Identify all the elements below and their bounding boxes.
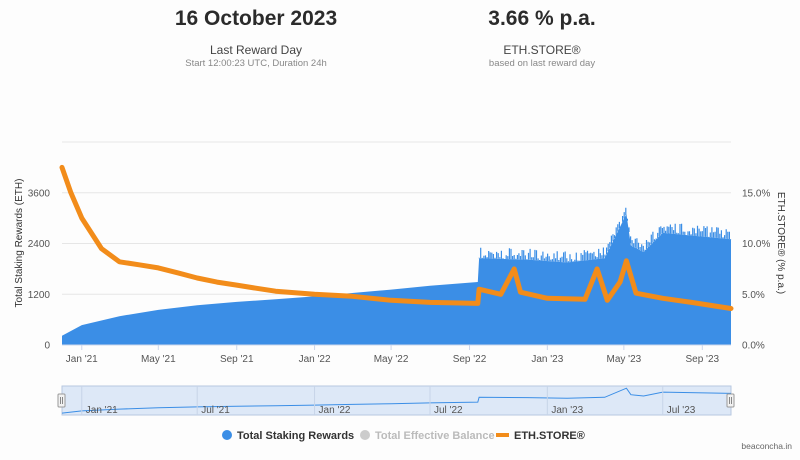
- y-left-tick-label: 3600: [28, 188, 51, 199]
- staking-rewards-spikes: [478, 207, 732, 263]
- y-right-tick-label: 10.0%: [742, 239, 770, 250]
- last-reward-day-label: Last Reward Day: [209, 43, 303, 57]
- x-tick-label: Jan '22: [299, 354, 331, 365]
- y-right-tick-label: 0.0%: [742, 341, 765, 352]
- navigator-selection[interactable]: [61, 385, 732, 416]
- y-left-tick-label: 2400: [28, 239, 51, 250]
- x-tick-label: May '23: [607, 354, 642, 365]
- last-reward-day-value: 16 October 2023: [174, 7, 338, 30]
- y-right-tick-label: 5.0%: [742, 290, 765, 301]
- x-tick-label: Sep '22: [453, 354, 487, 365]
- eth-store-sub: based on last reward day: [488, 58, 596, 69]
- navigator-handle-left[interactable]: [57, 393, 66, 408]
- axes: 0 1200 2400 3600 0.0% 5.0% 10.0% 15.0% Jan '21 Ma…: [28, 188, 771, 365]
- navigator-handle-right[interactable]: [726, 393, 735, 408]
- x-tick-label: May '22: [374, 354, 409, 365]
- navigator-tick-label: Jul '23: [667, 405, 696, 416]
- navigator-tick-label: Jul '22: [434, 405, 463, 416]
- navigator-tick-label: Jan '22: [319, 405, 351, 416]
- last-reward-day-stat: 16 October 2023 Last Reward Day Start 12…: [156, 6, 356, 70]
- staking-rewards-series: [62, 207, 732, 345]
- x-tick-label: Sep '23: [685, 354, 719, 365]
- y-right-axis-title: ETH.STORE® (% p.a.): [775, 192, 786, 294]
- navigator-tick-label: Jul '21: [201, 405, 230, 416]
- staking-rewards-area: [62, 213, 731, 345]
- eth-store-series: [59, 164, 734, 311]
- legend-swatch-rewards: [222, 430, 232, 440]
- legend-swatch-eth-store: [496, 433, 509, 437]
- y-left-axis-title: Total Staking Rewards (ETH): [14, 179, 25, 308]
- legend-label-balance: Total Effective Balance: [375, 430, 495, 442]
- x-tick-label: Jan '23: [531, 354, 563, 365]
- y-left-tick-label: 1200: [28, 290, 51, 301]
- last-reward-day-sub: Start 12:00:23 UTC, Duration 24h: [185, 58, 327, 69]
- legend-eth-store[interactable]: ETH.STORE®: [496, 430, 585, 442]
- y-right-tick-label: 15.0%: [742, 188, 770, 199]
- eth-store-line: [59, 164, 734, 311]
- range-navigator[interactable]: Jan '21 Jul '21 Jan '22 Jul '22 Jan '23 Jul '…: [57, 385, 735, 416]
- y-left-tick-label: 0: [44, 341, 50, 352]
- eth-store-stat: 3.66 % p.a. ETH.STORE® based on last rew…: [442, 6, 642, 70]
- eth-store-label: ETH.STORE®: [503, 43, 581, 57]
- x-tick-label: Jan '21: [66, 354, 98, 365]
- x-tick-label: May '21: [141, 354, 176, 365]
- legend-total-effective-balance[interactable]: Total Effective Balance: [360, 430, 495, 442]
- legend-total-staking-rewards[interactable]: Total Staking Rewards: [222, 430, 354, 442]
- legend-swatch-balance: [360, 430, 370, 440]
- x-tick-label: Sep '21: [220, 354, 254, 365]
- eth-store-value: 3.66 % p.a.: [488, 7, 596, 30]
- legend-label-eth-store: ETH.STORE®: [514, 430, 585, 442]
- navigator-tick-label: Jan '21: [86, 405, 118, 416]
- chart-legend: Total Staking Rewards Total Effective Ba…: [0, 430, 800, 446]
- legend-label-rewards: Total Staking Rewards: [237, 430, 355, 442]
- navigator-tick-label: Jan '23: [551, 405, 583, 416]
- credit-link[interactable]: beaconcha.in: [741, 441, 792, 451]
